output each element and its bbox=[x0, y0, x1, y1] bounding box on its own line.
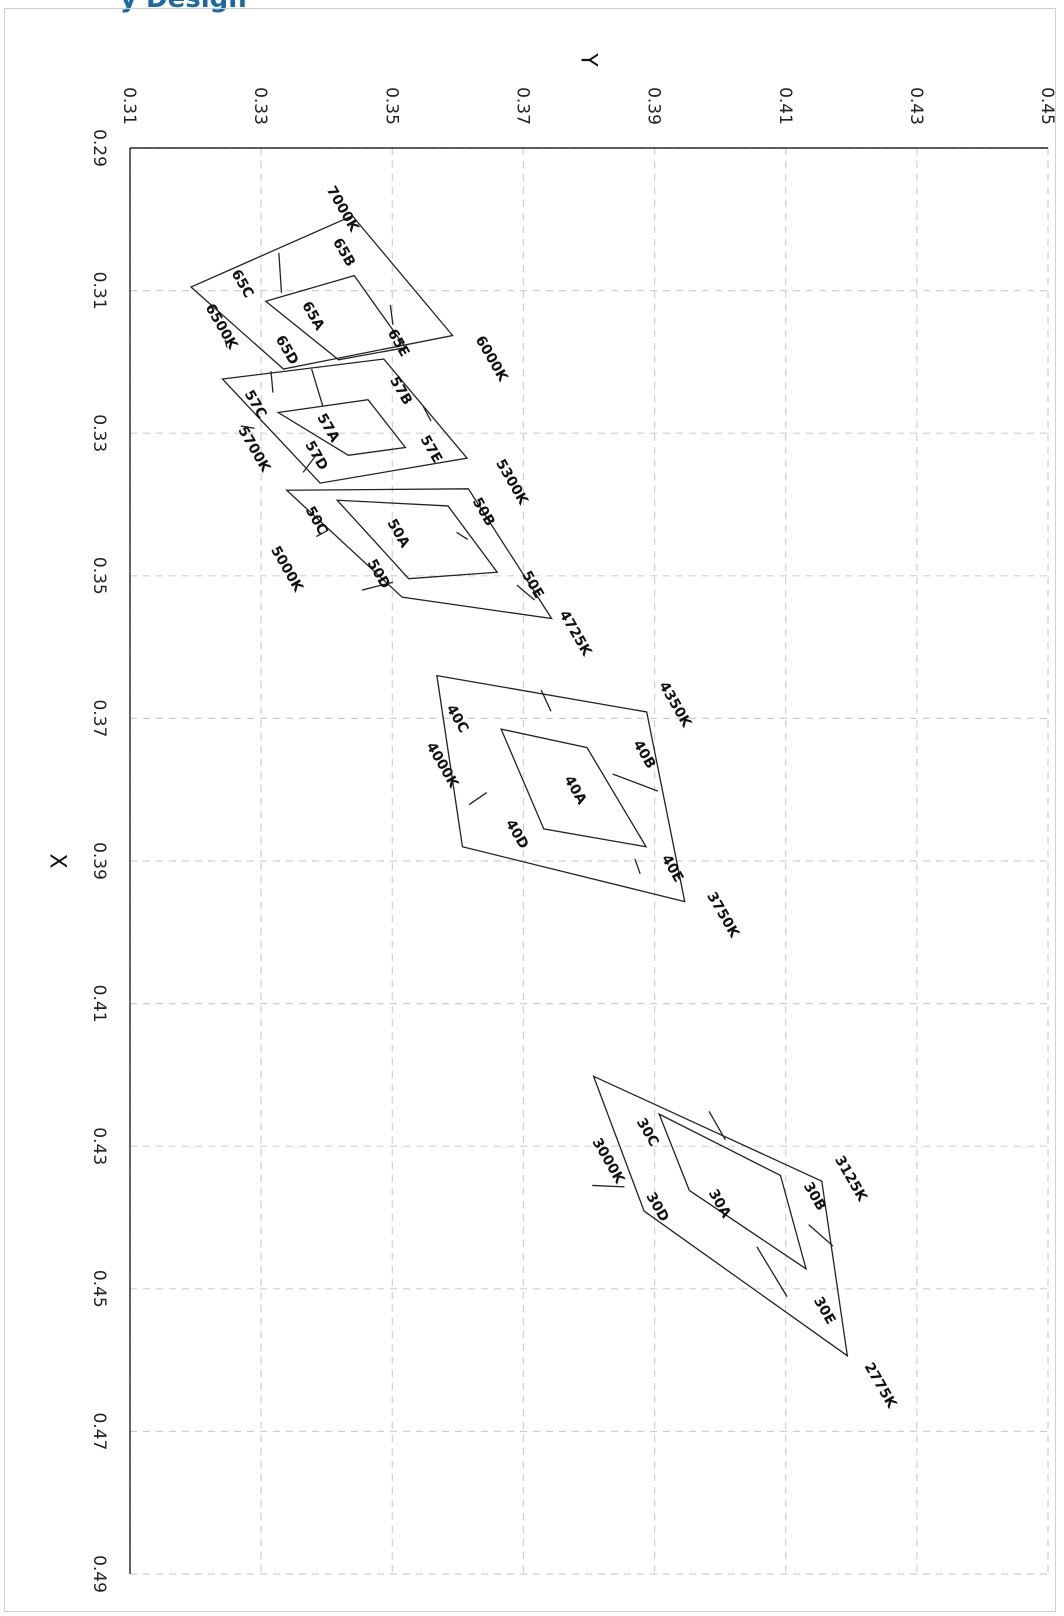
bin-group-30 bbox=[592, 1075, 849, 1358]
x-tick-label: 0.33 bbox=[89, 414, 109, 452]
y-tick-label: 0.43 bbox=[906, 87, 926, 125]
bin-inner-quad bbox=[276, 398, 407, 456]
grid bbox=[129, 147, 1049, 1575]
bin-inner-quad bbox=[335, 499, 499, 580]
bin-label: 57C bbox=[241, 388, 270, 422]
bin-divider bbox=[516, 584, 535, 601]
bin-group-50 bbox=[285, 488, 553, 620]
bin-group-57 bbox=[221, 358, 469, 484]
cct-label: 2775K bbox=[861, 1360, 900, 1412]
bin-label: 50D bbox=[364, 557, 393, 592]
y-tick-label: 0.31 bbox=[119, 87, 139, 125]
bin-group-65 bbox=[189, 214, 454, 393]
x-tick-label: 0.39 bbox=[89, 842, 109, 880]
x-tick-label: 0.43 bbox=[89, 1127, 109, 1165]
bin-divider bbox=[270, 371, 274, 393]
bin-divider bbox=[456, 531, 469, 540]
cct-label: 5300K bbox=[492, 457, 531, 509]
bin-label: 57B bbox=[386, 374, 415, 408]
bin-divider bbox=[240, 425, 255, 429]
x-tick-label: 0.47 bbox=[89, 1412, 109, 1450]
bin-label: 30B bbox=[800, 1180, 829, 1214]
bin-outer-quad bbox=[221, 358, 469, 484]
bin-divider bbox=[361, 581, 394, 591]
bin-label: 65B bbox=[329, 235, 358, 269]
bin-inner-quad bbox=[500, 728, 648, 848]
bin-divider bbox=[612, 773, 659, 792]
bin-group-40 bbox=[436, 674, 686, 903]
x-tick-label: 0.31 bbox=[89, 272, 109, 310]
bin-outer-quad bbox=[436, 674, 686, 903]
x-tick-label: 0.37 bbox=[89, 699, 109, 737]
x-tick-label: 0.49 bbox=[89, 1555, 109, 1593]
bin-label: 57E bbox=[417, 433, 445, 466]
y-tick-label: 0.35 bbox=[381, 87, 401, 125]
bin-divider bbox=[592, 1184, 625, 1188]
bin-label: 40B bbox=[629, 737, 658, 771]
bin-divider bbox=[311, 368, 324, 407]
bin-divider bbox=[389, 304, 394, 325]
bin-inner-quad bbox=[657, 1112, 808, 1271]
bin-divider bbox=[808, 1224, 834, 1247]
cct-label: 5700K bbox=[234, 424, 273, 476]
cct-label: 3125K bbox=[831, 1153, 870, 1205]
cct-label: 7000K bbox=[323, 183, 362, 235]
bin-inner-quad bbox=[264, 274, 407, 361]
bin-outer-quad bbox=[592, 1075, 849, 1358]
x-tick-label: 0.41 bbox=[89, 985, 109, 1023]
bin-label: 40D bbox=[502, 817, 531, 852]
y-tick-label: 0.41 bbox=[775, 87, 795, 125]
x-tick-label: 0.45 bbox=[89, 1270, 109, 1308]
bin-label: 65E bbox=[384, 327, 412, 360]
cct-label: 5000K bbox=[267, 544, 306, 596]
bin-divider bbox=[708, 1110, 726, 1141]
bin-divider bbox=[468, 792, 488, 806]
bin-label: 30E bbox=[810, 1294, 838, 1327]
bin-label: 65C bbox=[228, 267, 257, 301]
bin-regions bbox=[189, 214, 849, 1358]
bin-label: 65A bbox=[298, 299, 327, 333]
bin-label: 50B bbox=[469, 495, 498, 529]
y-tick-label: 0.33 bbox=[250, 87, 270, 125]
bin-divider bbox=[756, 1246, 788, 1297]
bin-label: 30D bbox=[642, 1190, 671, 1225]
cct-label: 4725K bbox=[556, 608, 595, 660]
bin-divider bbox=[224, 339, 228, 348]
bin-label: 40E bbox=[658, 852, 686, 885]
y-tick-label: 0.37 bbox=[512, 87, 532, 125]
bin-divider bbox=[540, 689, 552, 712]
y-axis-title: Y bbox=[575, 52, 600, 67]
page-title: y Design bbox=[120, 0, 247, 14]
axes bbox=[129, 147, 1048, 1574]
bin-label: 50A bbox=[384, 516, 413, 550]
y-tick-label: 0.39 bbox=[644, 87, 664, 125]
x-axis-title: X bbox=[44, 853, 69, 868]
x-tick-label: 0.29 bbox=[89, 129, 109, 167]
bin-divider bbox=[422, 405, 432, 422]
bin-label: 30C bbox=[633, 1116, 662, 1150]
bin-divider bbox=[302, 452, 319, 473]
bin-label: 50C bbox=[302, 504, 331, 538]
bin-divider bbox=[315, 529, 329, 538]
x-tick-label: 0.35 bbox=[89, 557, 109, 595]
cct-label: 4350K bbox=[655, 679, 694, 731]
bin-outer-quad bbox=[285, 488, 553, 620]
cct-label: 6500K bbox=[202, 301, 241, 353]
chart-frame bbox=[4, 8, 1056, 1612]
cct-label: 4000K bbox=[423, 740, 462, 792]
bin-label: 40A bbox=[561, 773, 590, 807]
cct-label: 3000K bbox=[589, 1135, 628, 1187]
cct-label: 6000K bbox=[472, 333, 511, 385]
cct-label: 3750K bbox=[703, 889, 742, 941]
bin-divider bbox=[634, 858, 641, 875]
bin-label: 50E bbox=[518, 568, 546, 601]
bin-label: 57A bbox=[313, 411, 342, 445]
bin-outer-quad bbox=[189, 214, 454, 370]
y-tick-label: 0.45 bbox=[1037, 87, 1057, 125]
bin-divider bbox=[278, 252, 283, 293]
tick-labels: 0.29 0.31 0.33 0.35 0.37 0.39 0.41 0.43 0.45 0.47… bbox=[89, 87, 1057, 1593]
